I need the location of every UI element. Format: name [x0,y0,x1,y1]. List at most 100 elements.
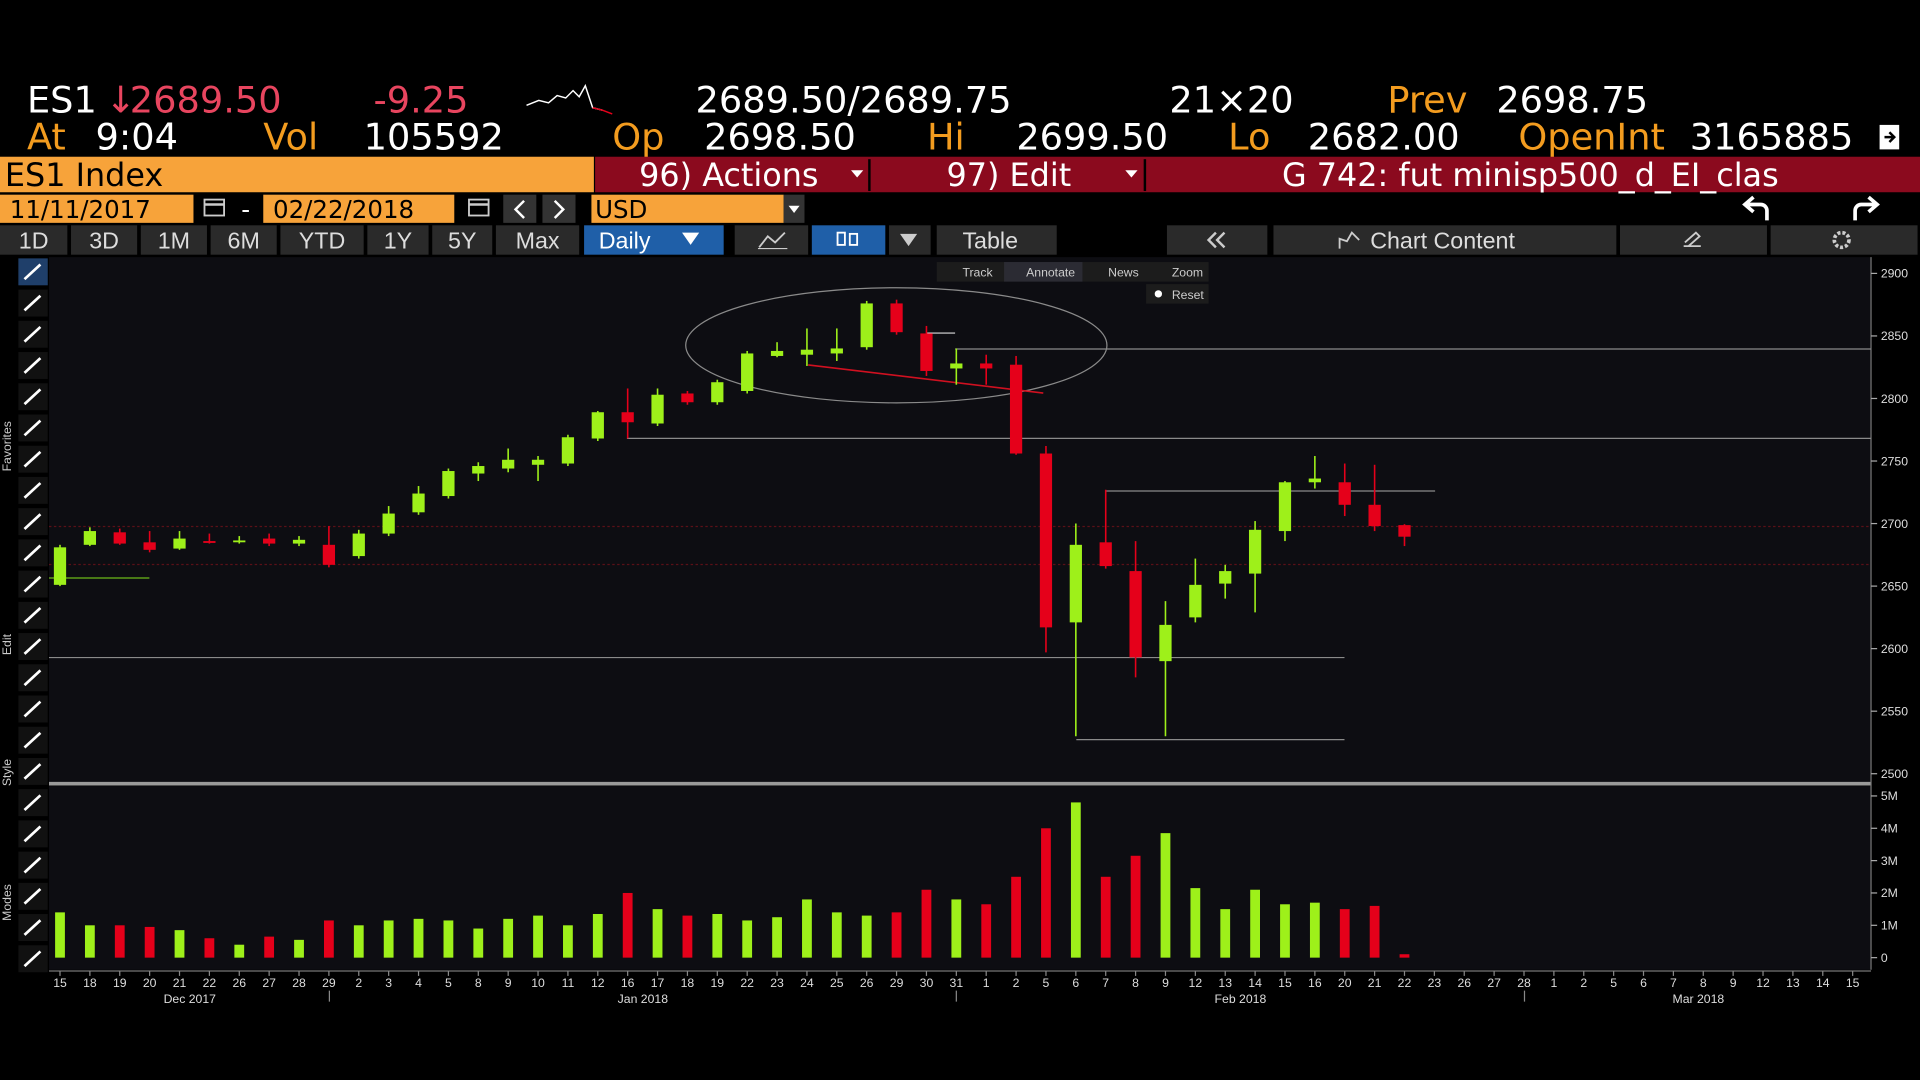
currency-dropdown[interactable] [783,194,805,223]
x-tick-label: 5 [1610,976,1617,990]
range-button[interactable] [432,225,493,255]
collapse-button[interactable] [1166,225,1268,255]
x-tick-label: 26 [232,976,246,990]
edit-menu[interactable]: 97) Edit [947,156,1138,194]
next-button[interactable] [542,194,576,223]
vol-tick-label: 2M [1881,886,1898,900]
range-button[interactable] [0,225,68,255]
period-button[interactable] [584,225,724,255]
chart-type-dropdown[interactable] [888,225,931,255]
candle-body [1189,584,1202,618]
x-tick-label: 21 [173,976,187,990]
tool-icon [23,325,42,343]
actions-menu[interactable]: 96) Actions [639,156,864,194]
x-tick-label: 2 [1580,976,1587,990]
tool-icon [23,357,42,374]
x-tick-label: 19 [711,976,725,990]
export-icon[interactable] [1879,124,1900,150]
range-button[interactable] [280,225,364,255]
plot: 2500 2550 2600 2650 2700 2750 2800 2850 2900 0 1M 2… [53,267,1908,1006]
range-button[interactable] [140,225,207,255]
volume-bar [802,899,812,958]
x-tick-label: 2 [1013,976,1020,990]
period-dropdown[interactable] [682,232,700,245]
candle-chart-button[interactable] [811,225,886,255]
menu-bar [595,156,1920,193]
x-tick-label: 16 [1308,976,1322,990]
tool-icon [23,263,42,281]
start-date-box[interactable] [0,194,194,223]
range-label[interactable]: YTD [299,228,346,254]
candle-body [1278,482,1292,532]
range-button[interactable] [367,225,429,255]
prev-button[interactable] [503,194,537,223]
tool-icon [23,669,42,687]
tool-active [1004,262,1083,282]
vol-tick-label: 0 [1881,951,1888,965]
x-tick-label: 8 [1132,976,1139,990]
range-label[interactable]: 1Y [384,228,412,254]
tool-annotate[interactable]: Annotate [1026,266,1075,280]
x-tick-label: 19 [113,976,127,990]
x-tick-label: 17 [651,976,665,990]
x-tick-label: 6 [1072,976,1079,990]
x-tick-label: 25 [830,976,844,990]
range-button[interactable] [71,225,138,255]
month-label: Mar 2018 [1673,992,1725,1006]
annotate-settings[interactable] [1620,225,1767,255]
range-label[interactable]: 3D [89,228,119,254]
range-label[interactable]: 1M [158,228,190,254]
oi-label: OpenInt [1518,115,1665,158]
x-tick-label: 31 [950,976,964,990]
calendar-icon[interactable] [203,198,225,217]
redo-icon[interactable] [1853,195,1880,221]
settings-button[interactable] [1770,225,1918,255]
period[interactable]: Daily [599,228,651,254]
volume-bar [981,904,992,958]
x-tick-label: 8 [475,976,482,990]
volume-bar [861,915,872,958]
line-chart-button[interactable] [734,225,809,255]
currency-box[interactable] [591,194,784,223]
range-label[interactable]: Max [516,228,560,254]
actions[interactable]: 96) Actions [639,156,818,194]
candle-body [681,393,694,403]
end-date[interactable]: 02/22/2018 [273,195,414,224]
chart-content-button[interactable]: Chart Content [1273,225,1617,255]
candle-body [980,363,993,369]
currency[interactable]: USD [595,195,647,224]
tool-track[interactable]: Track [962,266,993,280]
candle-body [442,471,455,497]
x-tick-label: 18 [83,976,97,990]
range-button[interactable] [495,225,580,255]
annotations [48,287,1872,741]
range-button[interactable] [210,225,277,255]
x-tick-label: 12 [1189,976,1203,990]
candle-body [1308,478,1321,483]
undo-icon[interactable] [1742,195,1769,221]
volume-bar [114,925,125,958]
reset-box[interactable] [1146,284,1209,304]
volume-bar [473,928,484,958]
tool-icon [23,606,42,624]
tool-icon [23,794,42,811]
table[interactable]: Table [962,228,1018,254]
x-tick-label: 1 [983,976,990,990]
calendar-icon[interactable] [468,198,490,217]
tool-zoom[interactable]: Zoom [1172,266,1203,280]
range-label[interactable]: 5Y [448,228,476,254]
candle-body [292,539,306,544]
edit[interactable]: 97) Edit [947,156,1072,194]
range-label[interactable]: 6M [228,228,260,254]
bid-ask: 2689.50/2689.75 [696,79,1012,122]
range-label[interactable]: 1D [19,228,49,254]
tool-reset[interactable]: Reset [1172,288,1205,302]
end-date-box[interactable] [263,194,455,223]
start-date[interactable]: 11/11/2017 [10,195,151,224]
tool-news[interactable]: News [1108,266,1139,280]
reset-icon[interactable] [1154,290,1163,298]
chart-content[interactable]: Chart Content [1370,228,1515,254]
table-button[interactable]: Table [936,225,1057,255]
volume-bar [742,920,753,958]
x-tick-label: 9 [1162,976,1169,990]
